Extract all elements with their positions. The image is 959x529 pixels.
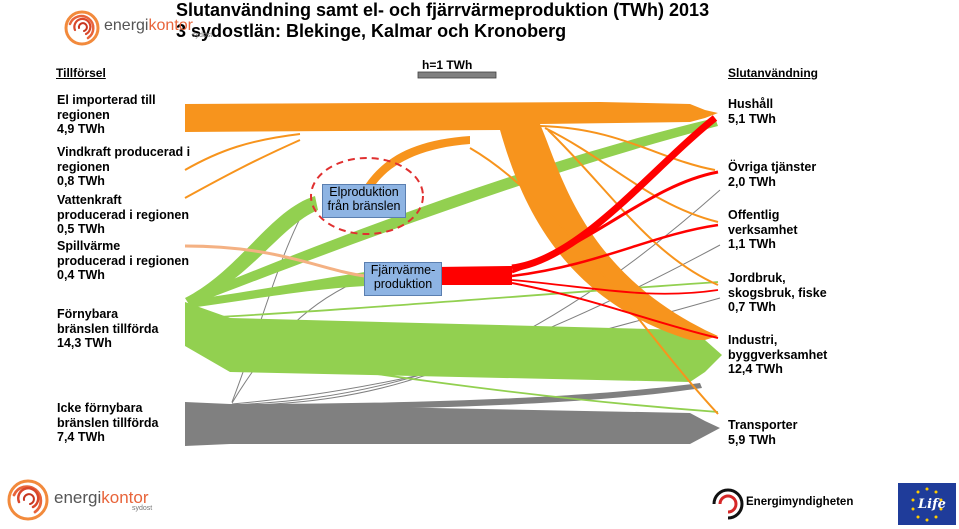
title-line-1: Slutanvändning samt el- och fjärrvärmepr… [176, 0, 710, 20]
energimyndigheten-logo-mark [712, 488, 744, 520]
source-waste-heat: Spillvärme producerad i regionen 0,4 TWh [57, 239, 189, 282]
use-other-services: Övriga tjänster 2,0 TWh [728, 160, 817, 189]
logo-bottom-brand-right: kontor [101, 488, 149, 507]
use-households: Hushåll 5,1 TWh [728, 97, 776, 126]
eu-life-text: Life [918, 497, 946, 512]
supply-heading: Tillförsel [56, 66, 106, 80]
eu-life-logo [898, 483, 956, 525]
renewable-thin-lines [199, 281, 719, 413]
energikontor-logo-mark-top [64, 10, 100, 46]
logo-brand-right: kontor [148, 17, 193, 34]
energikontor-logo-bottom: energikontor sydost [54, 488, 152, 512]
use-agriculture-forestry-fishing: Jordbruk, skogsbruk, fiske 0,7 TWh [728, 271, 827, 314]
scale-label: h=1 TWh [422, 58, 473, 72]
source-wind-power: Vindkraft producerad i regionen 0,8 TWh [57, 145, 191, 188]
electricity-thin-flows [184, 125, 719, 415]
energikontor-logo-top: energikontor sydost [104, 17, 212, 39]
source-renewable-fuels: Förnybara bränslen tillförda 14,3 TWh [57, 307, 159, 350]
use-public-sector: Offentlig verksamhet 1,1 TWh [728, 208, 798, 251]
source-non-renewable-fuels: Icke förnybara bränslen tillförda 7,4 TW… [57, 401, 159, 444]
process-district-heating: Fjärrvärme- produktion [364, 262, 442, 296]
waste-heat-flow [184, 244, 366, 278]
non-renewable-flows [185, 383, 720, 446]
process-electricity-from-fuels: Elproduktion från bränslen [322, 184, 406, 218]
highlight-ring [310, 157, 424, 235]
electricity-flows [185, 102, 718, 340]
renewable-flows [185, 118, 722, 382]
logo-bottom-brand-left: energi [54, 488, 102, 507]
energimyndigheten-logo-text: Energimyndigheten [746, 496, 854, 508]
use-industry-construction: Industri, byggverksamhet 12,4 TWh [728, 333, 828, 376]
title-line-2: 3 sydostlän: Blekinge, Kalmar och Kronob… [176, 21, 567, 41]
logo-brand-left: energi [104, 17, 149, 34]
logo-bottom-sub: sydost [132, 505, 153, 512]
logo-sub: sydost [192, 32, 213, 39]
energikontor-logo-mark-bottom [7, 479, 49, 521]
use-transport: Transporter 5,9 TWh [728, 418, 798, 447]
scale-bar [417, 71, 497, 79]
use-heading: Slutanvändning [728, 66, 818, 80]
source-imported-electricity: El importerad till regionen 4,9 TWh [57, 93, 156, 136]
source-hydro-power: Vattenkraft producerad i regionen 0,5 TW… [57, 193, 189, 236]
diagram-title: Slutanvändning samt el- och fjärrvärmepr… [176, 0, 709, 42]
